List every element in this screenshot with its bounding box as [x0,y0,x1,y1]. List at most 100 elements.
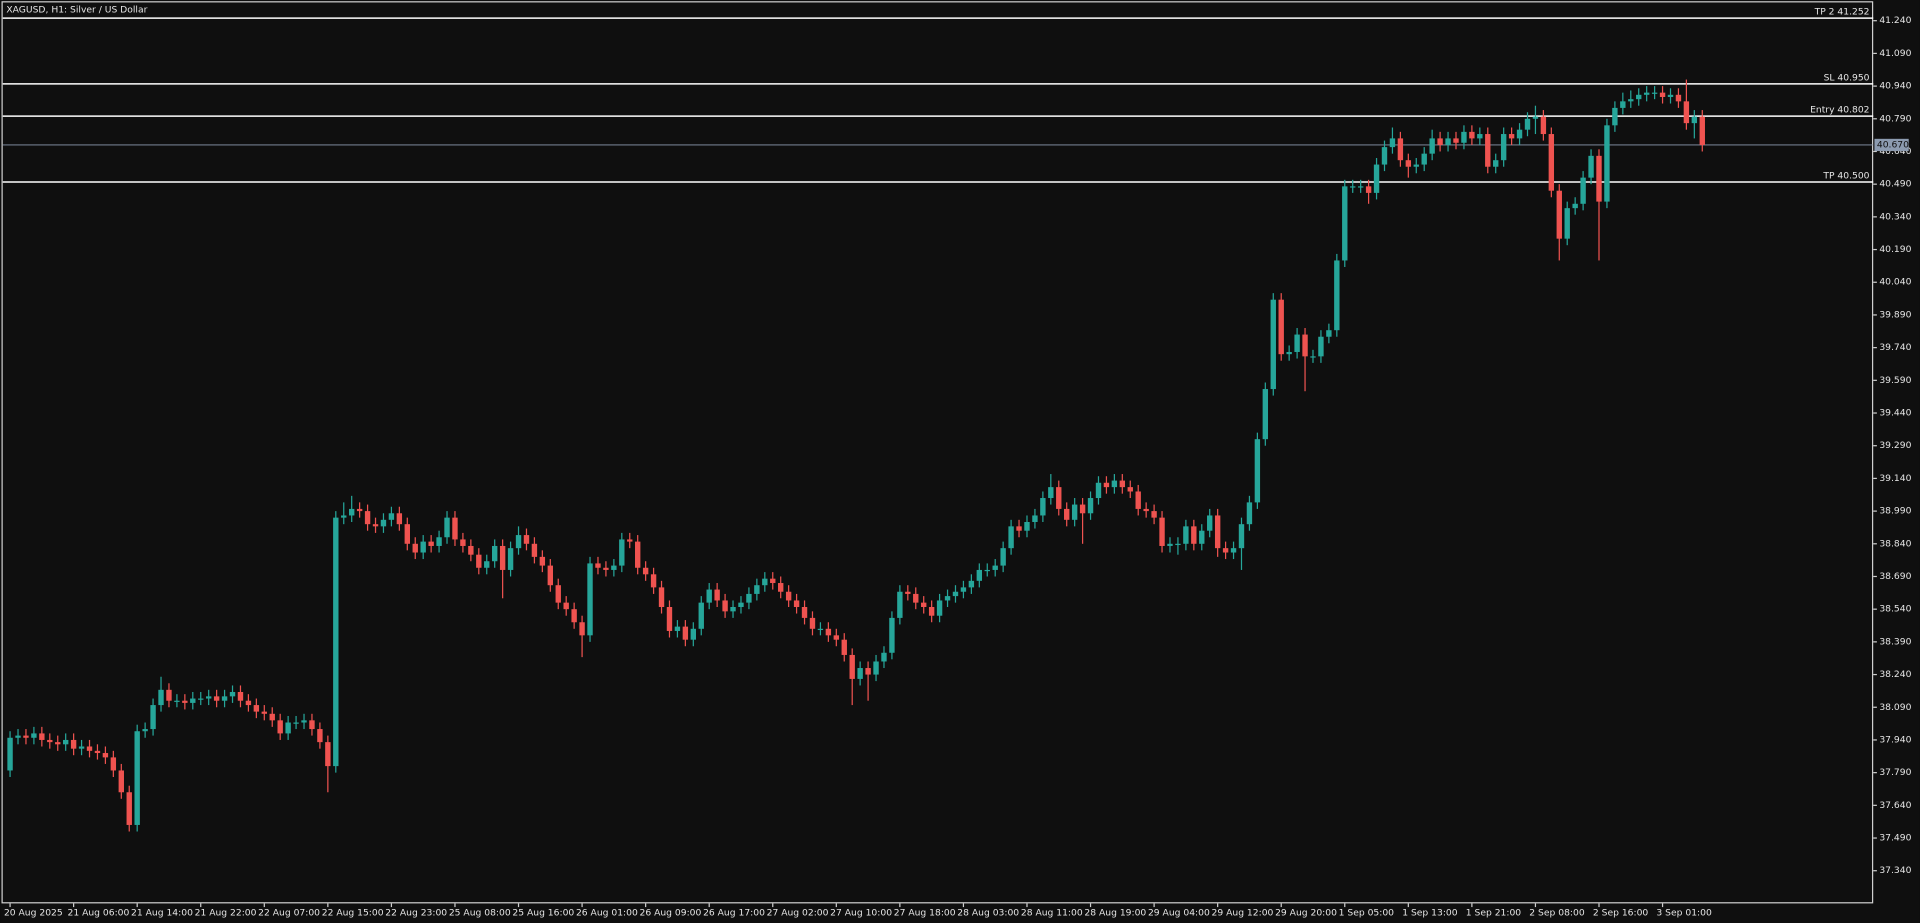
candle-body [809,617,816,629]
candle-body [1643,92,1650,95]
candle-body [913,593,919,603]
candle-body [150,705,156,730]
y-tick-label: 39.890 [1879,309,1911,320]
candle-body [1254,439,1261,503]
candle-body [1437,138,1443,145]
x-tick-label: 3 Sep 01:00 [1656,908,1712,919]
candle-body [555,585,561,603]
candle-body [1191,526,1197,544]
x-tick-label: 27 Aug 18:00 [894,908,956,919]
candle-body [706,589,712,603]
candle-body [778,583,784,592]
candle-body [372,524,379,527]
candle-body [936,600,943,616]
candle-body [356,508,363,512]
candle-body [1373,164,1380,193]
y-tick-label: 40.490 [1879,179,1911,190]
candle-body [563,602,569,610]
candle-body [1620,101,1626,108]
candle-body [491,545,498,562]
candle-body [690,628,697,640]
x-tick-label: 27 Aug 10:00 [830,908,892,919]
candle-body [309,720,315,730]
candle-body [1246,502,1253,525]
candle-body [1365,186,1372,193]
candle-body [1636,94,1642,100]
candle-body [1143,508,1149,512]
x-tick-label: 29 Aug 04:00 [1148,908,1210,919]
candle-body [23,735,29,738]
y-tick-label: 40.640 [1879,146,1911,157]
candle-body [1350,186,1356,188]
candle-body [944,596,951,601]
y-tick-label: 37.640 [1879,800,1911,811]
candle-body [301,720,307,723]
candle-body [1238,524,1245,549]
candle-body [102,753,109,758]
candle-body [1429,138,1435,154]
candle-body [1000,548,1006,566]
x-tick-label: 29 Aug 20:00 [1275,908,1337,919]
candle-body [722,600,728,612]
candle-body [1214,515,1221,549]
candle-body [1659,92,1666,97]
y-tick-label: 37.340 [1879,865,1911,876]
current-price-label: 40.670 [1877,139,1909,150]
candle-body [897,591,903,618]
y-tick-label: 38.090 [1879,702,1911,713]
x-tick-label: 26 Aug 01:00 [576,908,638,919]
candle-body [770,578,776,584]
candle-body [364,511,371,525]
x-tick-label: 21 Aug 06:00 [68,908,130,919]
candle-body [1222,548,1229,553]
candle-body [1167,543,1173,546]
candle-body [682,626,689,640]
candle-body [873,661,879,675]
candle-body [1286,351,1292,355]
x-tick-label: 22 Aug 23:00 [385,908,447,919]
candle-body [825,628,832,636]
y-tick-label: 41.240 [1879,15,1911,26]
candle-body [666,606,673,631]
candle-body [118,770,124,793]
candle-body [571,609,577,623]
candle-body [1334,260,1340,331]
candle-body [992,565,998,570]
candle-body [1270,299,1276,390]
candle-body [1604,125,1610,202]
candle-body [587,563,593,636]
candle-body [1024,521,1030,531]
x-tick-label: 20 Aug 2025 [4,908,63,919]
candle-body [70,739,77,749]
candle-body [245,700,252,706]
candle-body [1095,482,1102,499]
candle-body [1302,334,1308,357]
candle-body [762,578,768,586]
x-tick-label: 28 Aug 19:00 [1084,908,1146,919]
candle-body [658,587,665,607]
candle-body [39,733,45,740]
candle-body [348,508,355,516]
candle-body [499,545,506,570]
candle-body [205,696,212,699]
y-tick-label: 39.140 [1879,473,1911,484]
candle-body [1596,155,1602,202]
candle-body [31,733,37,738]
candle-body [738,602,744,607]
candle-body [198,698,204,700]
y-tick-label: 40.040 [1879,277,1911,288]
candle-body [611,565,617,570]
level-label: Entry 40.802 [1810,105,1869,116]
candle-body [341,515,347,518]
candle-body [1008,526,1014,549]
candle-body [1119,480,1126,488]
x-tick-label: 22 Aug 07:00 [258,908,320,919]
candle-body [269,713,275,721]
y-tick-label: 38.390 [1879,636,1911,647]
x-tick-label: 1 Sep 13:00 [1402,908,1458,919]
candle-body [396,513,403,525]
candle-body [1421,153,1427,165]
x-tick-label: 1 Sep 21:00 [1466,908,1522,919]
candle-body [754,585,760,594]
